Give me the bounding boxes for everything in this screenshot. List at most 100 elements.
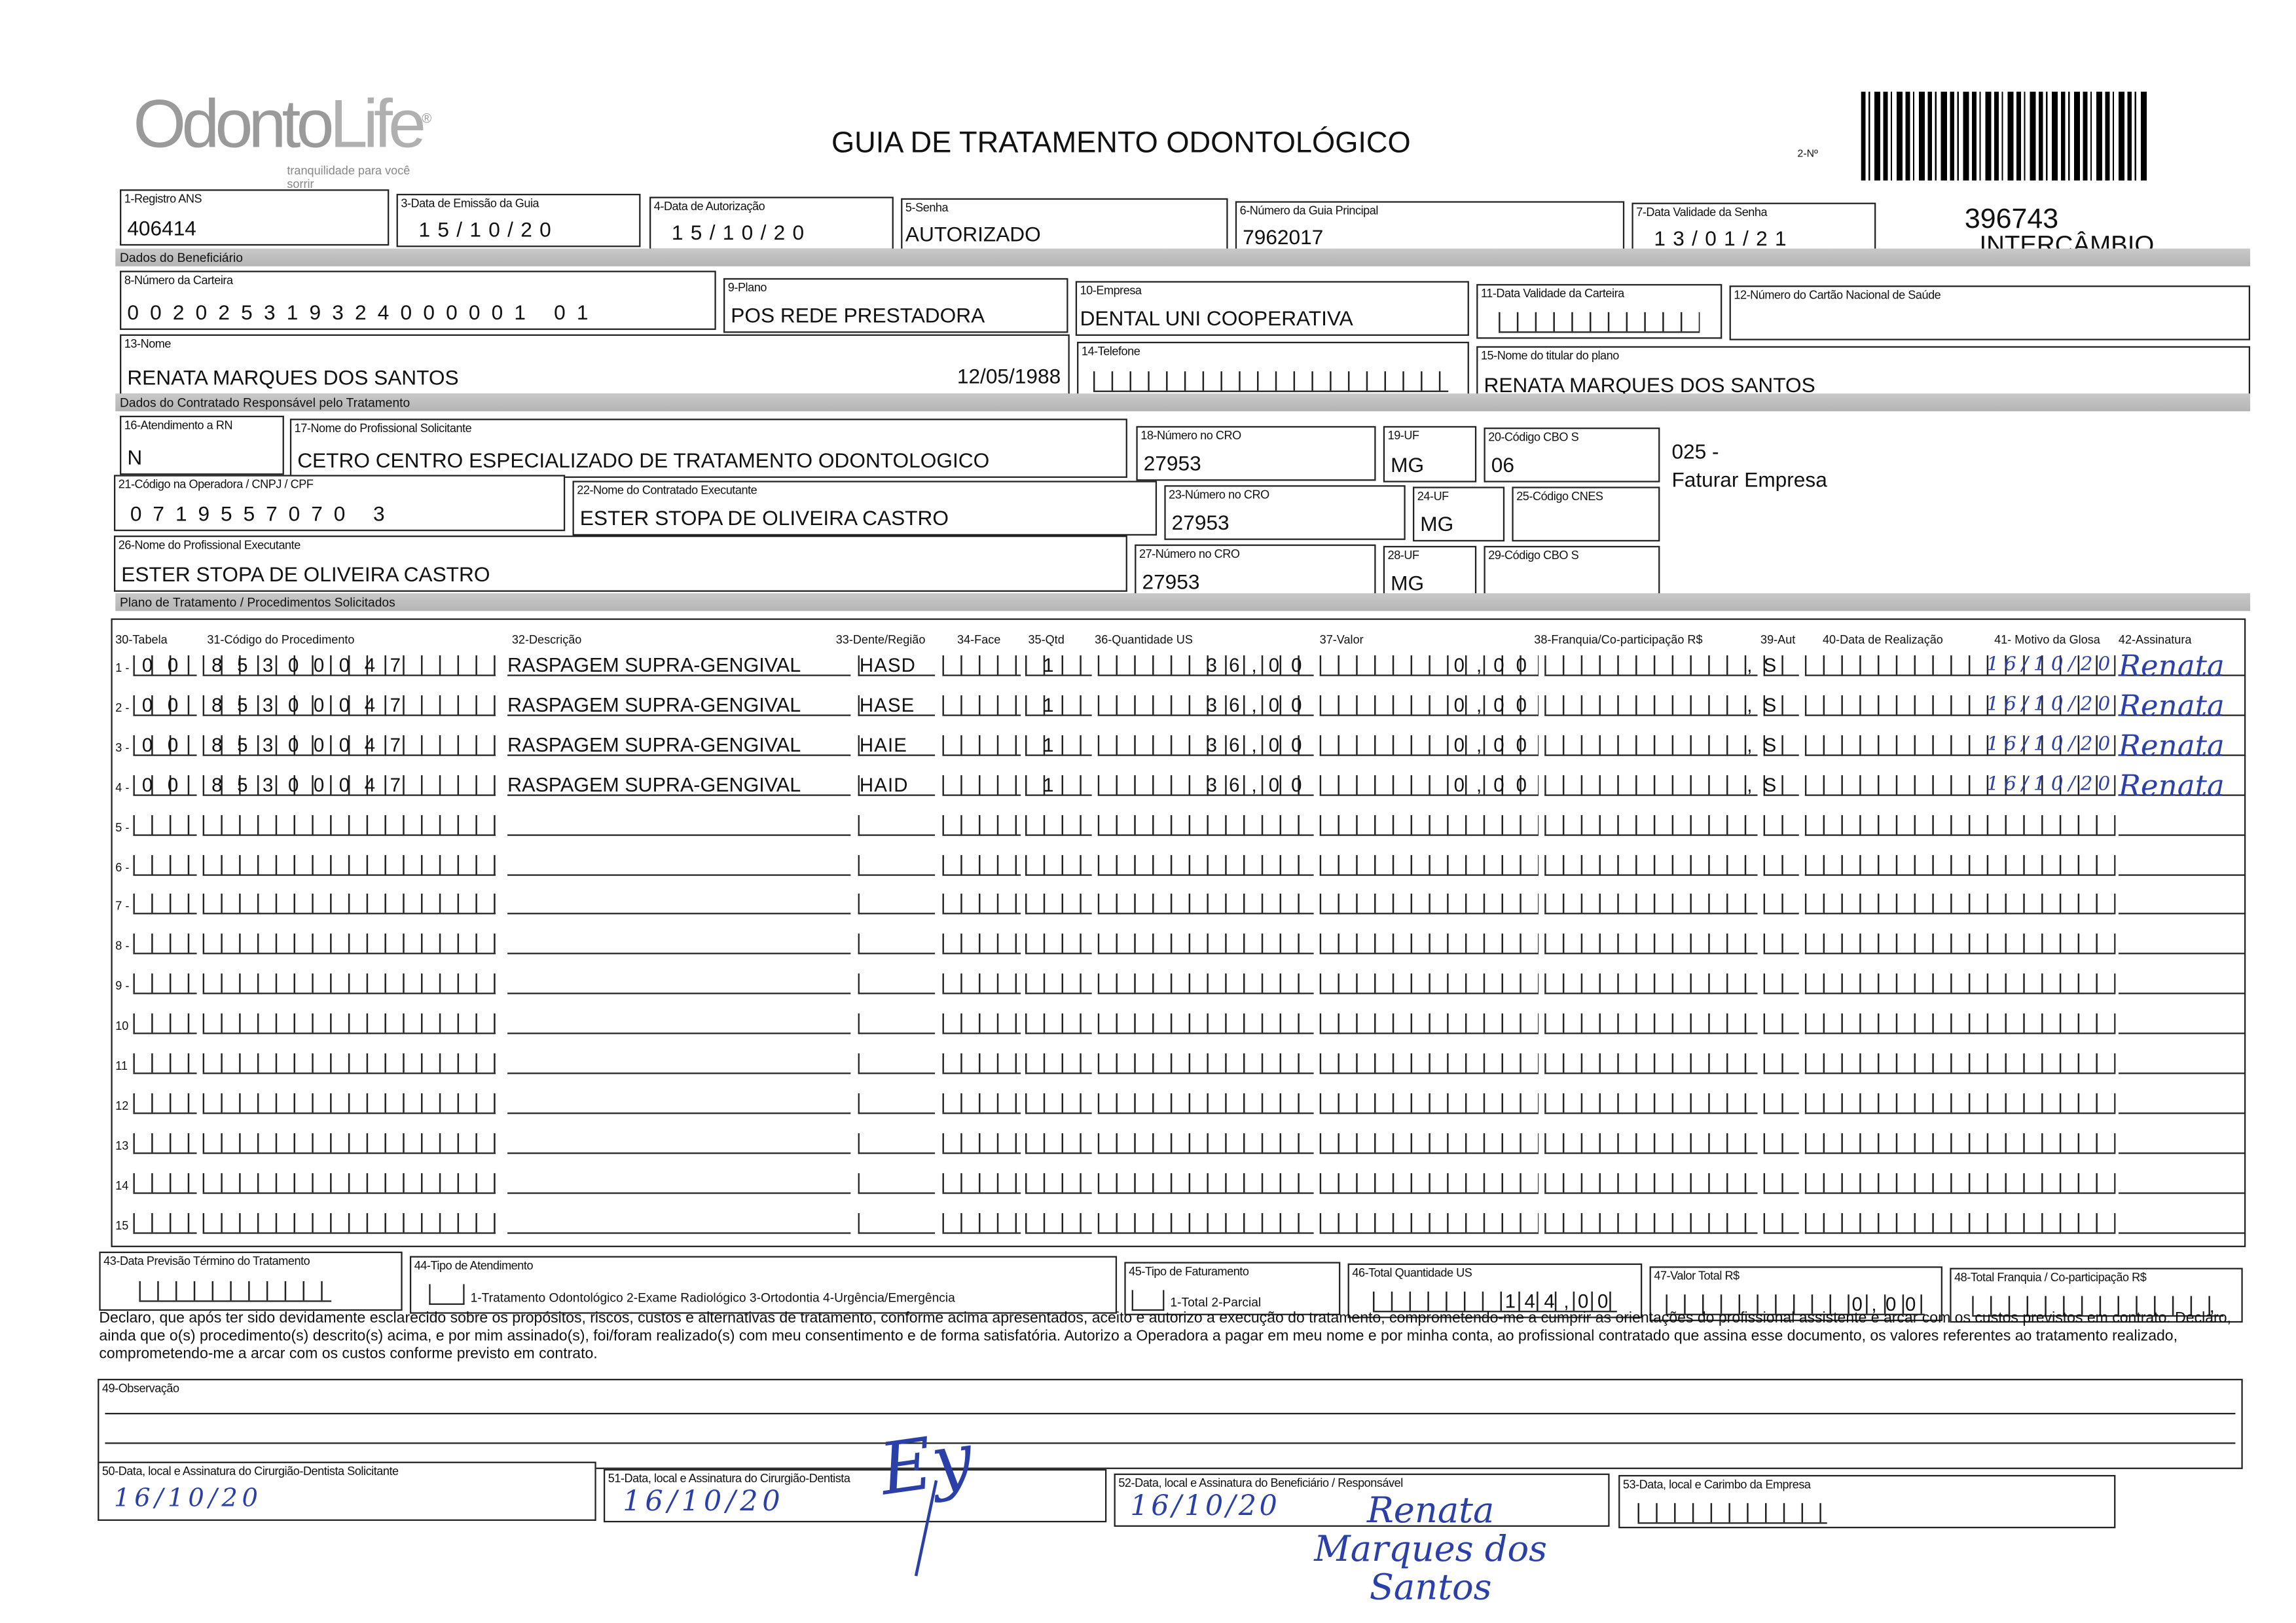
numero-carteira-value[interactable]: 002025319324000001 01 (127, 300, 600, 324)
uf-executante-value[interactable]: MG (1391, 571, 1425, 595)
cell-aut[interactable] (1763, 1133, 1799, 1154)
cell-valor[interactable]: 0,00 (1319, 695, 1539, 716)
cell-codigo[interactable]: 85300047 (202, 774, 496, 796)
cell-valor[interactable]: 0,00 (1319, 774, 1539, 796)
cell-aut[interactable]: S (1763, 774, 1799, 796)
cell-aut[interactable] (1763, 894, 1799, 915)
cell-dente[interactable]: HASE (858, 695, 936, 716)
cell-descricao[interactable] (507, 894, 851, 915)
cell-us[interactable] (1097, 1173, 1314, 1194)
cell-aut[interactable] (1763, 1173, 1799, 1194)
plano-value[interactable]: POS REDE PRESTADORA (731, 303, 985, 327)
cell-dente[interactable] (858, 1173, 936, 1194)
cell-data[interactable]: 16/10/20 (1804, 734, 2116, 756)
cell-descricao[interactable] (507, 1093, 851, 1114)
validade-carteira-input[interactable] (1499, 312, 1700, 333)
total-quantidade-us-value[interactable]: 144,00 (1373, 1291, 1617, 1313)
cell-data[interactable] (1804, 974, 2116, 994)
cell-codigo[interactable] (202, 894, 496, 915)
cell-descricao[interactable] (507, 1133, 851, 1154)
cell-franquia[interactable] (1544, 1133, 1758, 1154)
cell-franquia[interactable] (1544, 814, 1758, 835)
cell-franquia[interactable] (1544, 1093, 1758, 1114)
cell-face[interactable] (942, 1093, 1021, 1114)
cell-us[interactable] (1097, 1213, 1314, 1233)
cell-qtd[interactable] (1025, 1213, 1092, 1233)
cell-dente[interactable] (858, 1133, 936, 1154)
cell-face[interactable] (942, 655, 1021, 676)
cell-franquia[interactable] (1544, 894, 1758, 915)
cell-us[interactable] (1097, 1133, 1314, 1154)
cell-franquia[interactable]: , (1544, 695, 1758, 716)
cell-codigo[interactable] (202, 814, 496, 835)
cell-us[interactable] (1097, 934, 1314, 955)
cell-face[interactable] (942, 1133, 1021, 1154)
previsao-termino-input[interactable] (139, 1281, 332, 1302)
cell-face[interactable] (942, 1173, 1021, 1194)
cell-tabela[interactable]: 00 (133, 655, 197, 676)
cell-assinatura[interactable]: Renata (2118, 771, 2244, 800)
cell-assinatura[interactable] (2118, 1213, 2244, 1233)
cell-aut[interactable]: S (1763, 734, 1799, 756)
cell-codigo[interactable]: 85300047 (202, 734, 496, 756)
cell-franquia[interactable]: , (1544, 734, 1758, 756)
cell-descricao[interactable] (507, 934, 851, 955)
cell-descricao[interactable] (507, 1213, 851, 1233)
cell-valor[interactable] (1319, 1013, 1539, 1034)
cell-qtd[interactable] (1025, 1053, 1092, 1074)
cell-codigo[interactable] (202, 1013, 496, 1034)
cell-data[interactable] (1804, 854, 2116, 875)
senha-value[interactable]: AUTORIZADO (905, 221, 1041, 246)
cell-us[interactable] (1097, 974, 1314, 994)
cell-dente[interactable] (858, 1053, 936, 1074)
cell-tabela[interactable] (133, 1173, 197, 1194)
cell-qtd[interactable]: 1 (1025, 774, 1092, 796)
atendimento-rn-value[interactable]: N (127, 445, 143, 469)
cell-codigo[interactable]: 85300047 (202, 655, 496, 676)
cell-us[interactable]: 36,00 (1097, 734, 1314, 756)
cell-assinatura[interactable]: Renata (2118, 651, 2244, 680)
cell-descricao[interactable] (507, 854, 851, 875)
cell-codigo[interactable] (202, 1053, 496, 1074)
cell-franquia[interactable] (1544, 1213, 1758, 1233)
cell-us[interactable] (1097, 1013, 1314, 1034)
cell-valor[interactable]: 0,00 (1319, 734, 1539, 756)
cell-qtd[interactable] (1025, 1173, 1092, 1194)
observacao-line[interactable] (105, 1413, 2236, 1415)
titular-plano-value[interactable]: RENATA MARQUES DOS SANTOS (1484, 373, 1815, 397)
cell-descricao[interactable]: RASPAGEM SUPRA-GENGIVAL (507, 695, 851, 716)
cell-codigo[interactable] (202, 1173, 496, 1194)
total-franquia-value[interactable]: , (1972, 1295, 2224, 1317)
cell-descricao[interactable]: RASPAGEM SUPRA-GENGIVAL (507, 734, 851, 756)
cell-dente[interactable] (858, 1013, 936, 1034)
cbo-solicitante-value[interactable]: 06 (1491, 452, 1514, 477)
cell-assinatura[interactable] (2118, 934, 2244, 955)
cell-qtd[interactable] (1025, 894, 1092, 915)
cell-assinatura[interactable] (2118, 974, 2244, 994)
cell-descricao[interactable] (507, 974, 851, 994)
cell-us[interactable]: 36,00 (1097, 774, 1314, 796)
cell-aut[interactable]: S (1763, 655, 1799, 676)
tipo-faturamento-input[interactable] (1131, 1290, 1165, 1311)
cro-executante-value[interactable]: 27953 (1142, 569, 1200, 594)
cell-aut[interactable] (1763, 854, 1799, 875)
profissional-executante-value[interactable]: ESTER STOPA DE OLIVEIRA CASTRO (121, 562, 490, 586)
cell-assinatura[interactable] (2118, 1053, 2244, 1074)
solicitante-date[interactable]: 16/10/20 (113, 1484, 263, 1514)
cell-franquia[interactable] (1544, 854, 1758, 875)
cell-data[interactable]: 16/10/20 (1804, 695, 2116, 716)
cell-qtd[interactable] (1025, 1013, 1092, 1034)
cell-valor[interactable] (1319, 1173, 1539, 1194)
cell-face[interactable] (942, 974, 1021, 994)
cell-assinatura[interactable]: Renata (2118, 691, 2244, 720)
cell-franquia[interactable]: , (1544, 655, 1758, 676)
cell-qtd[interactable] (1025, 1133, 1092, 1154)
cell-descricao[interactable] (507, 1173, 851, 1194)
cell-data[interactable] (1804, 1013, 2116, 1034)
cell-aut[interactable] (1763, 974, 1799, 994)
cell-data[interactable]: 16/10/20 (1804, 774, 2116, 796)
cell-franquia[interactable] (1544, 974, 1758, 994)
cell-data[interactable] (1804, 1213, 2116, 1233)
cell-valor[interactable] (1319, 1213, 1539, 1233)
uf-solicitante-value[interactable]: MG (1391, 452, 1425, 477)
